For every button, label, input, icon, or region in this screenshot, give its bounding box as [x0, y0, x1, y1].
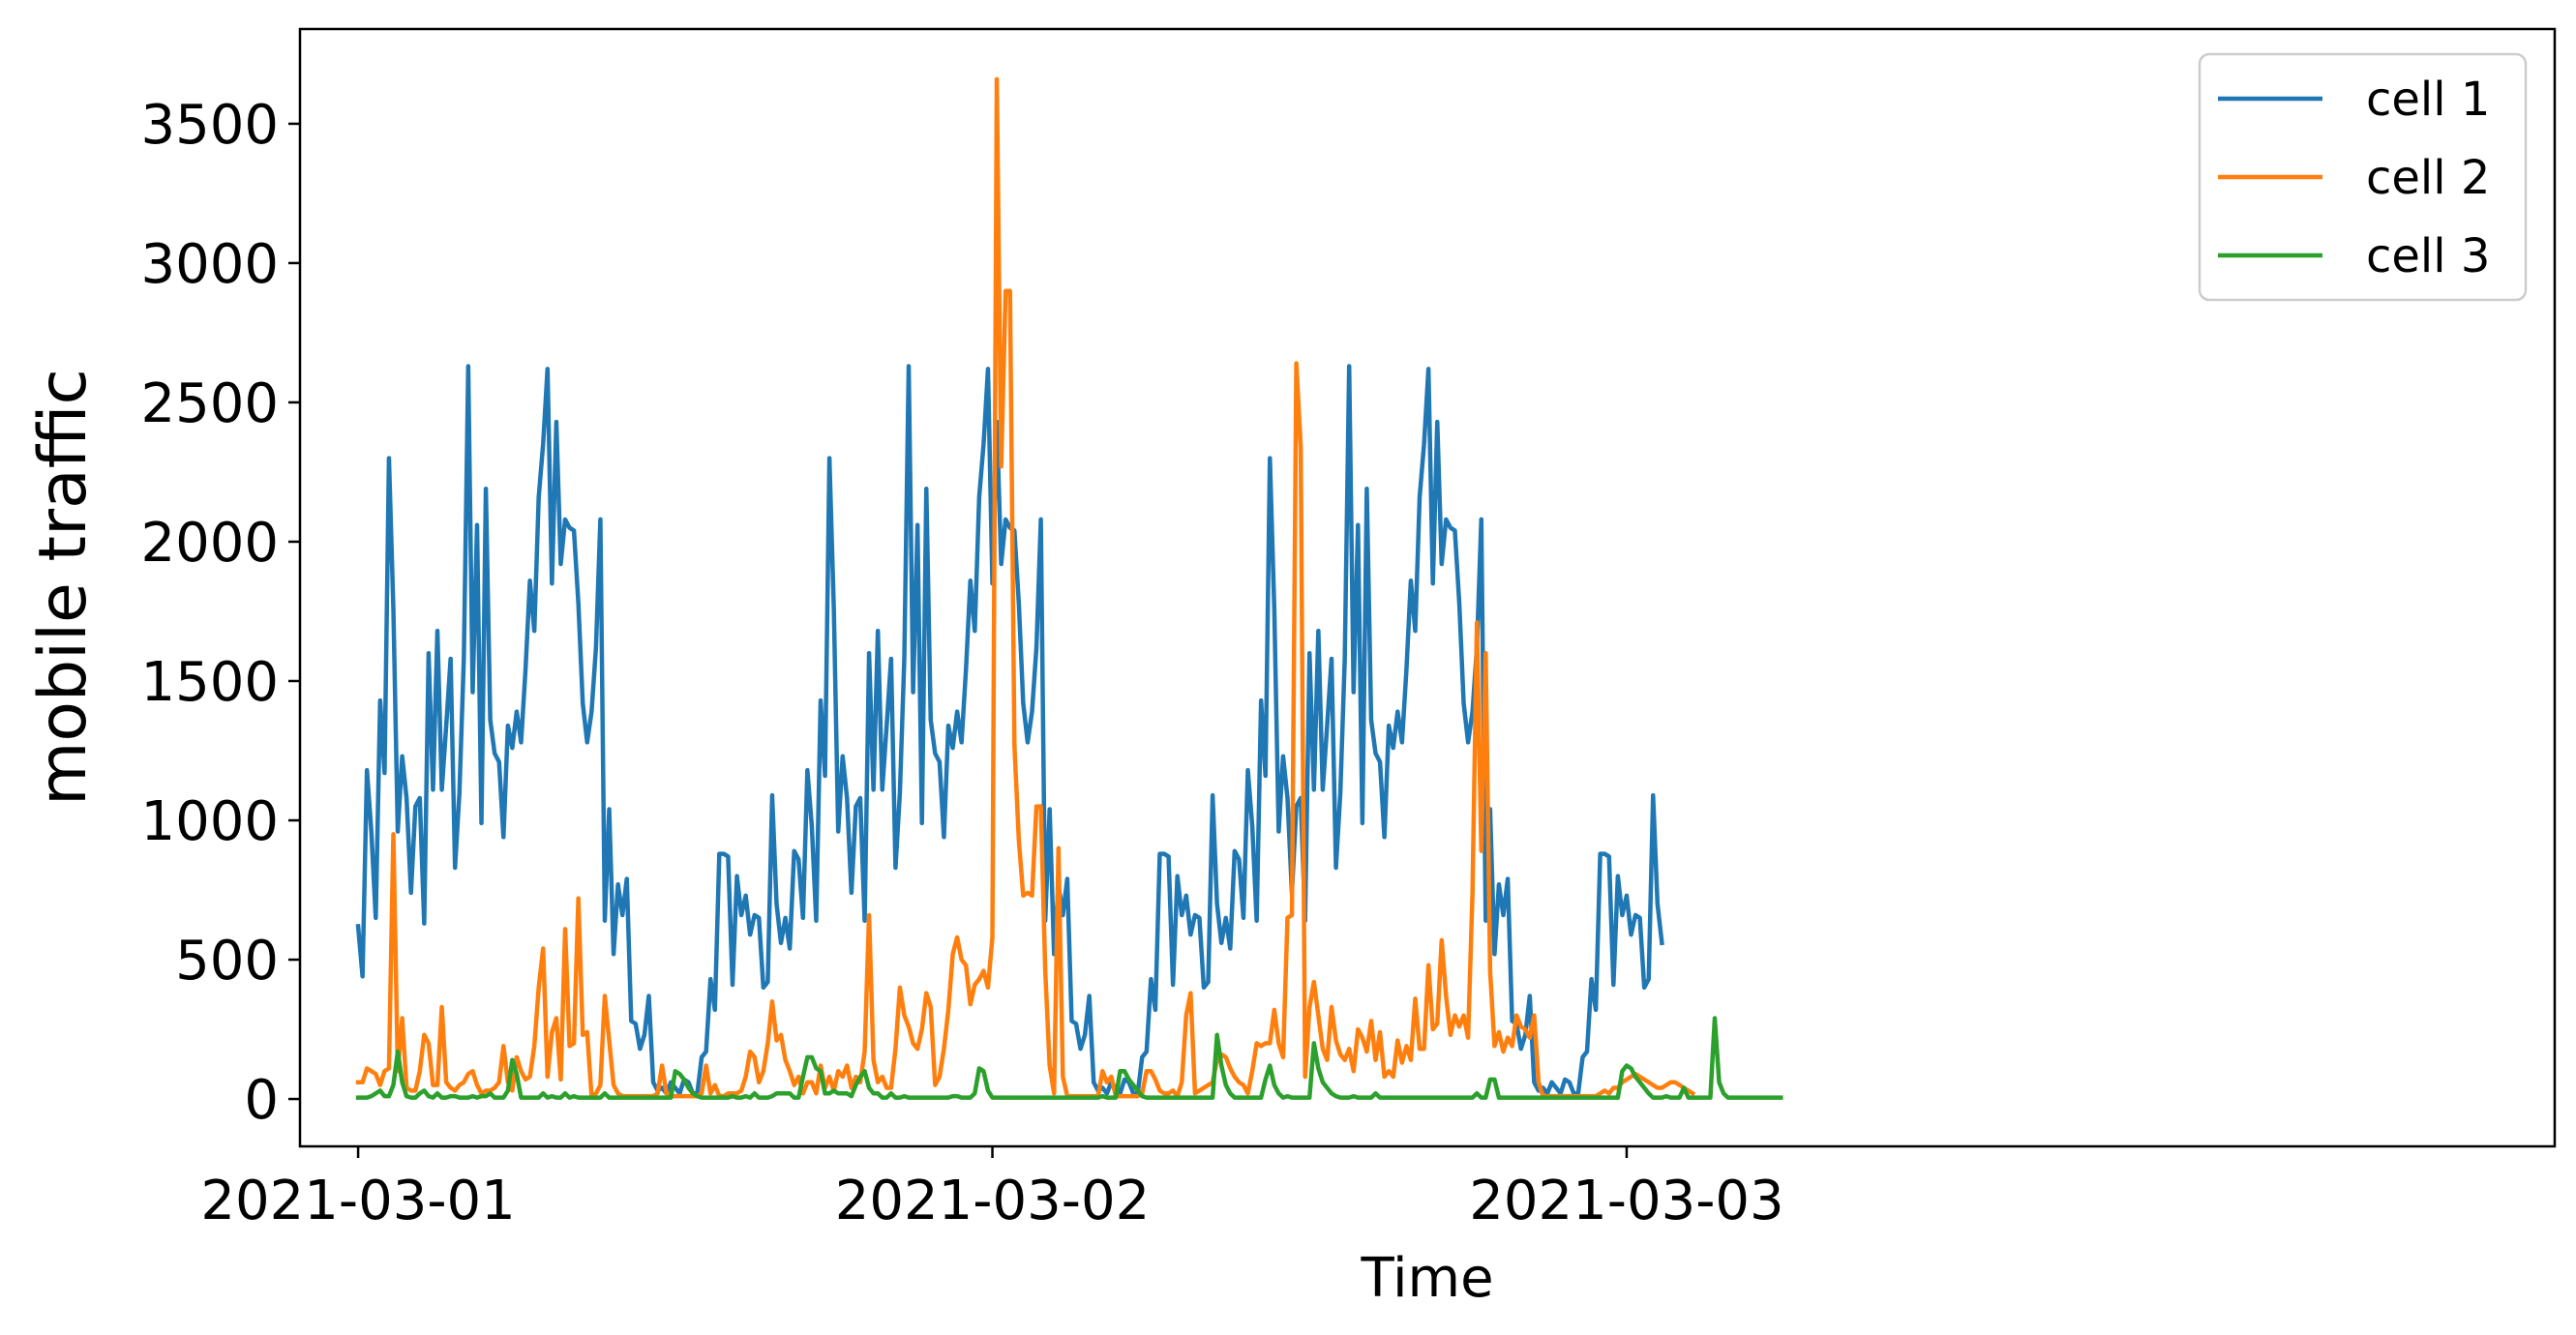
series-line-cell-2 [355, 76, 1696, 1099]
y-tick-label: 2000 [140, 512, 279, 575]
series-line-cell-3 [355, 1016, 1783, 1100]
legend-label: cell 2 [2366, 151, 2490, 205]
plot-frame [298, 27, 2557, 1148]
legend-box [2198, 52, 2528, 302]
series-layer [355, 76, 1783, 1100]
x-axis: 2021-03-01 2021-03-02 2021-03-03 [200, 1146, 1784, 1232]
y-tick-label: 3000 [140, 233, 279, 296]
legend-label: cell 3 [2366, 229, 2490, 283]
legend: cell 1 cell 2 cell 3 [2198, 52, 2528, 302]
x-axis-title: Time [1360, 1247, 1493, 1310]
x-tick-label: 2021-03-02 [835, 1170, 1150, 1232]
y-axis: 0 500 1000 1500 2000 2500 3000 3500 [140, 94, 300, 1132]
y-tick-label: 500 [175, 930, 279, 993]
x-tick-label: 2021-03-01 [200, 1170, 515, 1232]
series-line-cell-1 [355, 364, 1664, 1096]
y-axis-title: mobile traffic [25, 369, 102, 806]
y-tick-label: 1500 [140, 651, 279, 714]
legend-label: cell 1 [2366, 73, 2490, 127]
y-tick-label: 2500 [140, 372, 279, 435]
y-tick-label: 1000 [140, 790, 279, 853]
y-tick-label: 3500 [140, 94, 279, 157]
x-tick-label: 2021-03-03 [1469, 1170, 1783, 1232]
y-tick-label: 0 [244, 1069, 279, 1132]
